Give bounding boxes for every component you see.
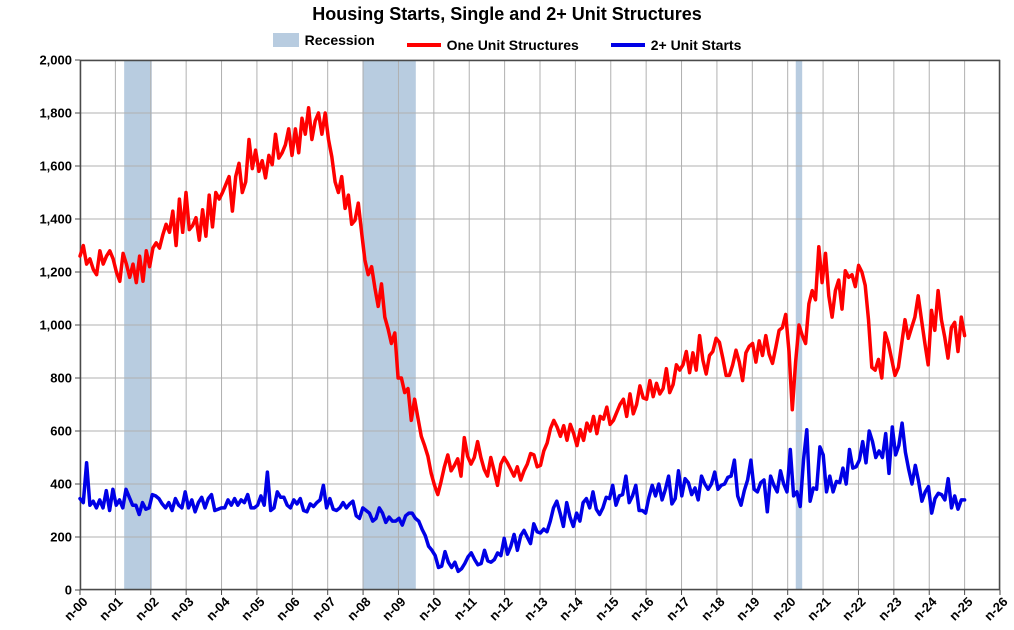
legend-two-plus-label: 2+ Unit Starts xyxy=(651,37,742,53)
x-tick-label: n-12 xyxy=(486,594,516,624)
legend-two-plus: 2+ Unit Starts xyxy=(611,37,742,53)
x-tick-label: n-19 xyxy=(733,594,763,624)
x-tick-label: n-14 xyxy=(556,594,586,624)
y-tick-label: 2,000 xyxy=(39,53,72,68)
x-tick-label: n-22 xyxy=(840,594,870,624)
y-tick-label: 600 xyxy=(50,424,72,439)
y-tick-label: 1,600 xyxy=(39,159,72,174)
recession-swatch xyxy=(273,33,299,47)
x-tick-label: n-06 xyxy=(273,594,303,624)
chart-legend: Recession One Unit Structures 2+ Unit St… xyxy=(0,32,1014,53)
x-tick-label: n-18 xyxy=(698,594,728,624)
x-tick-label: n-02 xyxy=(132,594,162,624)
x-tick-label: n-13 xyxy=(521,594,551,624)
y-tick-label: 1,000 xyxy=(39,318,72,333)
x-tick-label: n-24 xyxy=(910,594,940,624)
x-tick-label: n-07 xyxy=(309,594,339,624)
x-tick-label: n-05 xyxy=(238,594,268,624)
two-plus-swatch xyxy=(611,43,645,47)
x-tick-label: n-00 xyxy=(61,594,91,624)
x-tick-label: n-26 xyxy=(981,594,1011,624)
legend-one-unit-label: One Unit Structures xyxy=(447,37,579,53)
x-tick-label: n-08 xyxy=(344,594,374,624)
x-tick-label: n-09 xyxy=(380,594,410,624)
y-tick-label: 1,400 xyxy=(39,212,72,227)
plot-area: 02004006008001,0001,2001,4001,6001,8002,… xyxy=(80,60,1000,590)
x-tick-label: n-23 xyxy=(875,594,905,624)
one-unit-swatch xyxy=(407,43,441,47)
chart-container: Housing Starts, Single and 2+ Unit Struc… xyxy=(0,0,1014,630)
x-tick-label: n-11 xyxy=(451,594,480,623)
legend-one-unit: One Unit Structures xyxy=(407,37,579,53)
x-tick-label: n-21 xyxy=(804,594,834,624)
y-tick-label: 400 xyxy=(50,477,72,492)
x-tick-label: n-10 xyxy=(415,594,445,624)
y-tick-label: 0 xyxy=(65,583,72,598)
x-tick-label: n-20 xyxy=(769,594,799,624)
x-tick-label: n-17 xyxy=(663,594,693,624)
y-tick-label: 800 xyxy=(50,371,72,386)
chart-svg xyxy=(80,60,1000,590)
legend-recession: Recession xyxy=(273,32,375,48)
chart-title: Housing Starts, Single and 2+ Unit Struc… xyxy=(0,4,1014,25)
x-tick-label: n-25 xyxy=(946,594,976,624)
x-tick-label: n-04 xyxy=(203,594,233,624)
x-tick-label: n-03 xyxy=(167,594,197,624)
x-tick-label: n-01 xyxy=(96,594,126,624)
x-tick-label: n-16 xyxy=(627,594,657,624)
x-tick-label: n-15 xyxy=(592,594,622,624)
y-tick-label: 1,200 xyxy=(39,265,72,280)
legend-recession-label: Recession xyxy=(305,32,375,48)
y-tick-label: 200 xyxy=(50,530,72,545)
y-tick-label: 1,800 xyxy=(39,106,72,121)
